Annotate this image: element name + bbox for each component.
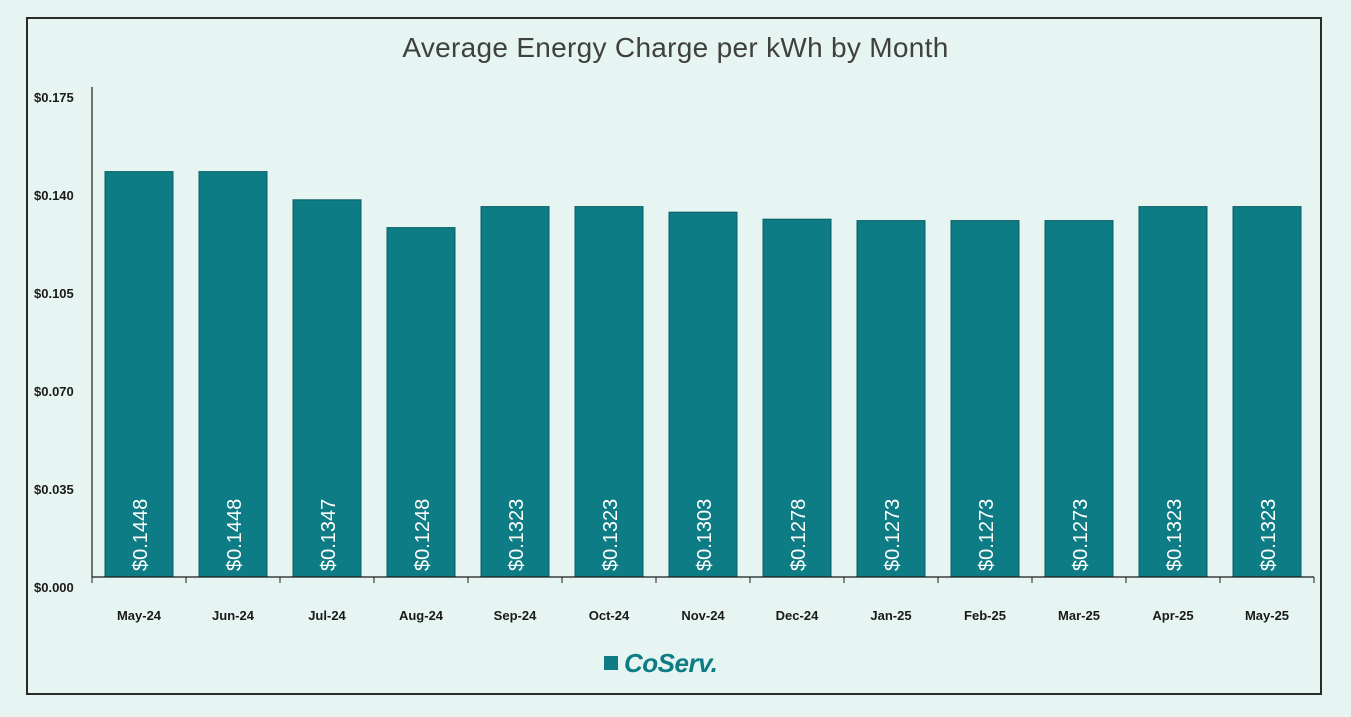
y-tick-label: $0.140 [34,188,74,203]
chart-title: Average Energy Charge per kWh by Month [402,32,949,63]
bar-jan-25 [856,220,926,578]
x-tick-label: Sep-24 [494,608,537,623]
bar-oct-24 [574,206,644,578]
logo-text: CoServ. [624,647,718,678]
x-tick-label: Jan-25 [870,608,911,623]
y-tick-label: $0.105 [34,286,74,301]
bar-value-label: $0.1278 [788,499,810,571]
x-tick-label: Mar-25 [1058,608,1100,623]
bar-value-label: $0.1273 [1070,499,1092,571]
bar-value-label: $0.1347 [318,499,340,571]
y-tick-label: $0.035 [34,482,74,497]
x-tick-label: Jun-24 [212,608,255,623]
bar-mar-25 [1044,220,1114,578]
bar-may-24 [104,171,174,578]
x-tick-label: May-24 [117,608,162,623]
bar-apr-25 [1138,206,1208,578]
x-tick-label: Dec-24 [776,608,819,623]
logo-square-icon [604,656,618,670]
chart-frame [26,17,1322,695]
bar-dec-24 [762,218,832,578]
x-tick-label: Apr-25 [1152,608,1193,623]
bar-jul-24 [292,199,362,578]
x-tick-label: May-25 [1245,608,1289,623]
x-tick-label: Jul-24 [308,608,346,623]
bar-value-label: $0.1323 [1258,499,1280,571]
bar-value-label: $0.1273 [976,499,998,571]
bar-value-label: $0.1303 [694,499,716,571]
bar-value-label: $0.1448 [130,499,152,571]
bar-feb-25 [950,220,1020,578]
bar-sep-24 [480,206,550,578]
x-tick-label: Aug-24 [399,608,444,623]
y-tick-label: $0.070 [34,384,74,399]
bar-value-label: $0.1248 [412,499,434,571]
bar-value-label: $0.1273 [882,499,904,571]
bar-value-label: $0.1323 [1164,499,1186,571]
coserv-logo: CoServ. [604,647,718,678]
bar-value-label: $0.1323 [506,499,528,571]
x-tick-label: Feb-25 [964,608,1006,623]
bar-value-label: $0.1323 [600,499,622,571]
x-tick-label: Nov-24 [681,608,725,623]
bar-nov-24 [668,211,738,578]
y-tick-label: $0.000 [34,580,74,595]
x-tick-label: Oct-24 [589,608,630,623]
y-tick-label: $0.175 [34,90,74,105]
bar-value-label: $0.1448 [224,499,246,571]
bar-may-25 [1232,206,1302,578]
